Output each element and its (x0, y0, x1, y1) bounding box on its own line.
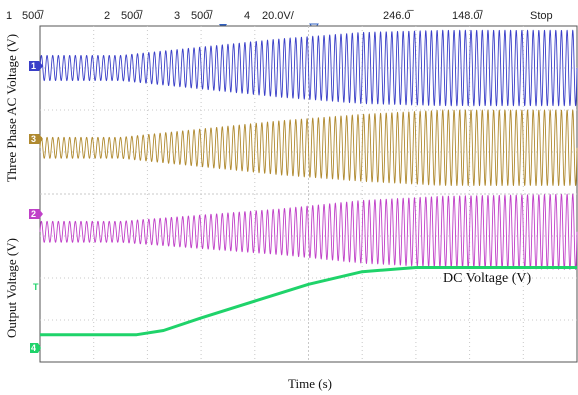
run-status[interactable]: Stop (530, 10, 553, 22)
waveforms (39, 29, 578, 337)
ch3-ground-marker: 3 (29, 134, 43, 144)
svg-text:1: 1 (31, 61, 36, 71)
time-position: 246.0̅ (383, 10, 415, 22)
trace-channel-3 (39, 109, 578, 187)
ch3-scale: 500̅/ (191, 10, 213, 22)
trace-channel-4 (40, 266, 577, 337)
ch1-number[interactable]: 1 (6, 10, 12, 22)
x-axis-title: Time (s) (288, 376, 332, 391)
ch4-ground-marker: 4 (30, 343, 41, 353)
svg-text:3: 3 (31, 134, 36, 144)
ch2-number[interactable]: 2 (104, 10, 110, 22)
ch1-ground-marker: 1 (29, 61, 43, 71)
ch2-scale: 500̅/ (121, 10, 143, 22)
trace-channel-1 (39, 29, 578, 107)
y-axis-title-lower: Output Voltage (V) (4, 238, 19, 338)
ch4-number[interactable]: 4 (244, 10, 250, 22)
ch2-ground-marker: 2 (29, 209, 43, 219)
ch1-scale: 500̅/ (22, 10, 44, 22)
y-axis-title-upper: Three Phase AC Voltage (V) (4, 34, 19, 182)
svg-text:4: 4 (31, 343, 36, 353)
ch4-offset-marker: T (33, 282, 39, 292)
channel-markers: 1 3 2 4 T (29, 61, 43, 353)
trace-channel-2 (39, 193, 578, 270)
ch4-scale: 20.0V/ (262, 10, 295, 22)
svg-text:2: 2 (31, 209, 36, 219)
dc-voltage-annotation: DC Voltage (V) (443, 271, 531, 286)
time-scale: 148.0̅/ (452, 10, 484, 22)
ch3-number[interactable]: 3 (174, 10, 180, 22)
